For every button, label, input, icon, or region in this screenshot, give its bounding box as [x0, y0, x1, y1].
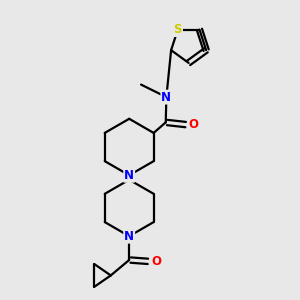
Text: S: S: [174, 23, 182, 36]
Text: O: O: [189, 118, 199, 131]
Text: N: N: [124, 230, 134, 243]
Text: N: N: [124, 169, 134, 182]
Text: N: N: [161, 91, 171, 103]
Text: O: O: [151, 255, 161, 268]
